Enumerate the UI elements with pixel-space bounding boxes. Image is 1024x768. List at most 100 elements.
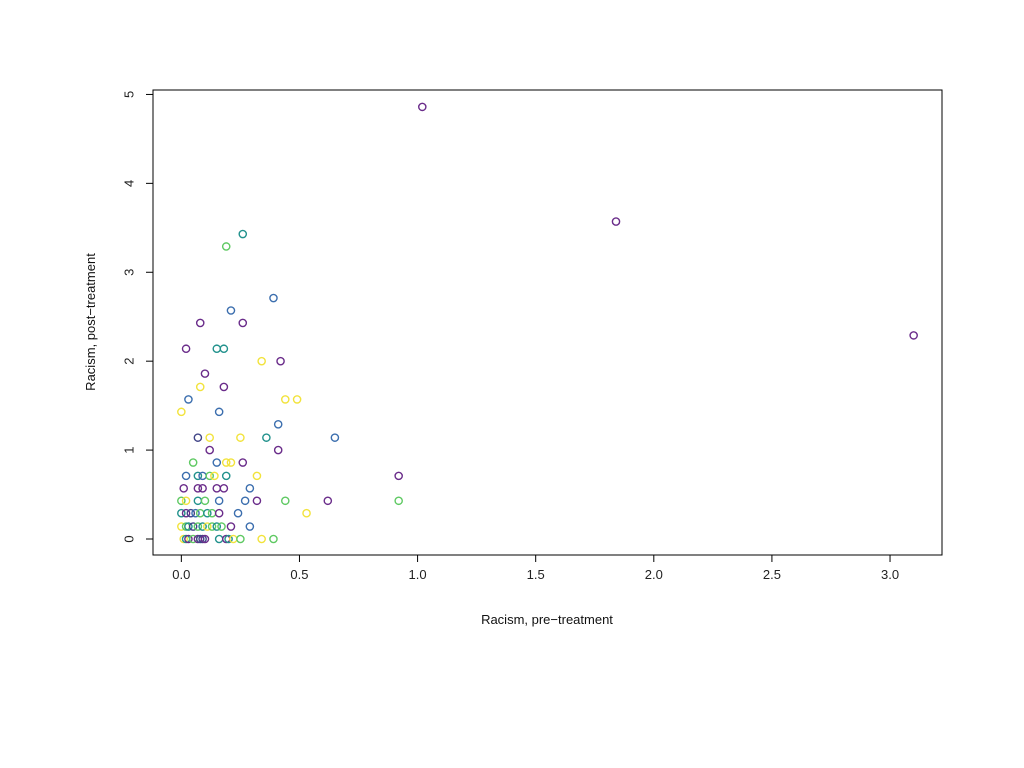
data-point [417, 102, 427, 112]
data-point [245, 522, 255, 531]
data-point [217, 522, 226, 531]
data-point [205, 433, 214, 442]
data-point [181, 508, 191, 518]
data-point [229, 534, 238, 544]
data-point [280, 395, 290, 404]
data-point [611, 217, 621, 226]
data-point [269, 534, 278, 544]
y-tick-label: 3 [122, 269, 137, 276]
data-point [221, 458, 231, 467]
data-point [214, 508, 224, 518]
data-point [200, 369, 210, 378]
data-point [198, 522, 207, 531]
data-point [236, 433, 245, 442]
data-point [219, 344, 229, 354]
data-point [184, 534, 193, 544]
data-point [179, 534, 189, 544]
data-point [221, 471, 231, 481]
data-point [221, 242, 231, 251]
data-point [203, 522, 212, 531]
data-point [245, 484, 255, 493]
data-point [191, 508, 200, 518]
data-point [205, 471, 214, 481]
data-point [193, 522, 203, 531]
data-point [193, 471, 203, 481]
data-point [205, 445, 214, 455]
data-point [252, 496, 262, 506]
data-point [203, 508, 212, 518]
y-tick-label: 5 [122, 91, 137, 98]
data-point [323, 496, 333, 506]
data-point [200, 534, 210, 544]
data-point [224, 534, 233, 544]
data-point [198, 484, 207, 493]
data-point [238, 318, 248, 328]
y-tick-label: 1 [122, 446, 137, 453]
data-point [240, 496, 250, 506]
data-point [273, 445, 283, 455]
data-point [252, 471, 262, 481]
data-point [219, 484, 229, 493]
data-point [184, 395, 193, 404]
x-tick-label: 2.0 [645, 567, 663, 582]
data-point [198, 471, 207, 481]
data-point [257, 356, 266, 366]
data-point [212, 458, 222, 467]
data-point [184, 522, 193, 531]
y-tick-label: 0 [122, 535, 137, 542]
data-point [219, 382, 229, 392]
data-point [193, 496, 203, 506]
data-point [195, 382, 205, 392]
data-point [226, 522, 236, 531]
data-point [181, 496, 191, 506]
y-axis-label: Racism, post−treatment [83, 253, 98, 391]
data-point [188, 522, 198, 531]
data-point [195, 534, 205, 544]
data-point [207, 508, 217, 518]
data-point [280, 496, 290, 506]
data-points [177, 102, 918, 544]
data-point [257, 534, 266, 544]
data-point [212, 484, 222, 493]
x-tick-label: 1.0 [409, 567, 427, 582]
data-point [188, 458, 198, 467]
data-point [198, 534, 207, 544]
data-point [214, 496, 224, 506]
data-point [214, 407, 224, 417]
x-tick-label: 1.5 [527, 567, 545, 582]
data-point [177, 496, 186, 506]
data-point [210, 471, 219, 481]
data-point [214, 534, 224, 544]
axes: 0.0 0.5 1.0 1.5 2.0 2.5 3.0 0 1 2 3 4 5 [122, 91, 900, 582]
data-point [238, 229, 248, 239]
data-point [236, 534, 245, 544]
data-point [212, 344, 222, 354]
y-tick-label: 2 [122, 358, 137, 365]
x-tick-label: 3.0 [881, 567, 899, 582]
data-point [207, 522, 217, 531]
data-point [226, 306, 236, 315]
x-tick-label: 2.5 [763, 567, 781, 582]
data-point [193, 433, 203, 442]
data-point [179, 484, 189, 493]
data-point [233, 508, 243, 518]
data-point [262, 433, 271, 442]
data-point [238, 458, 248, 467]
data-point [226, 458, 236, 467]
data-point [909, 331, 918, 340]
data-point [200, 496, 210, 506]
data-point [276, 356, 285, 366]
data-point [273, 420, 283, 429]
data-point [177, 508, 186, 518]
data-point [181, 471, 191, 481]
data-point [330, 433, 340, 442]
data-point [212, 522, 222, 531]
data-point [394, 496, 403, 506]
data-point [186, 508, 196, 518]
data-point [193, 484, 203, 493]
x-tick-label: 0.5 [290, 567, 308, 582]
x-axis-label: Racism, pre−treatment [481, 612, 613, 627]
data-point [292, 395, 302, 404]
data-point [195, 508, 205, 518]
